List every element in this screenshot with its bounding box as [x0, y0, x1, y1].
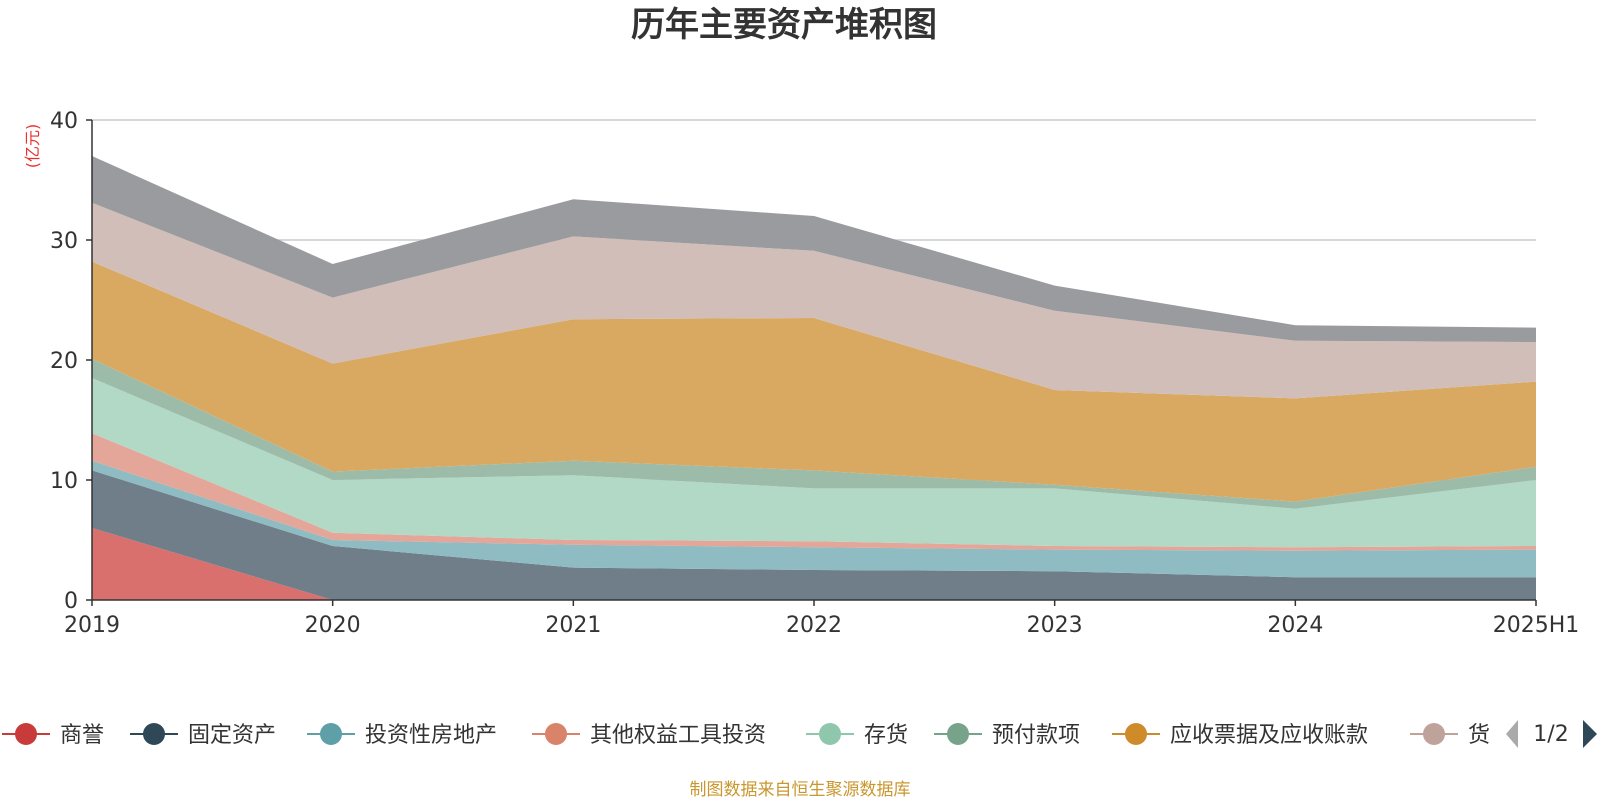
area-series — [92, 156, 1536, 600]
legend-circle-icon — [819, 723, 841, 745]
legend-circle-icon — [1423, 723, 1445, 745]
legend: 商誉 固定资产 投资性房地产 其他权益工具投资 存货 预付款项 应收票据及应收账款 货 — [2, 723, 1490, 748]
area-series-3 — [92, 460, 1536, 578]
x-tick-label: 2025H1 — [1493, 613, 1580, 638]
legend-label: 存货 — [864, 723, 908, 748]
y-axis-tick-labels: 0 10 20 30 40 — [50, 109, 78, 614]
legend-label: 投资性房地产 — [365, 723, 497, 748]
y-tick-label: 0 — [64, 589, 78, 614]
axes — [86, 119, 1537, 606]
legend-prev-arrow-icon[interactable] — [1506, 720, 1518, 748]
legend-pager: 1/2 — [1506, 720, 1597, 748]
area-series-6 — [92, 358, 1536, 509]
legend-item[interactable]: 商誉 — [2, 723, 104, 748]
legend-item[interactable]: 其他权益工具投资 — [532, 723, 766, 748]
y-tick-label: 10 — [50, 469, 78, 494]
legend-label: 固定资产 — [188, 723, 276, 748]
legend-circle-icon — [947, 723, 969, 745]
legend-circle-icon — [320, 723, 342, 745]
area-series-8 — [92, 202, 1536, 399]
legend-item[interactable]: 货 — [1410, 723, 1490, 748]
legend-item[interactable]: 应收票据及应收账款 — [1112, 723, 1368, 748]
legend-label: 应收票据及应收账款 — [1170, 723, 1368, 748]
legend-label: 商誉 — [60, 723, 104, 748]
legend-label: 其他权益工具投资 — [590, 723, 766, 748]
y-axis-unit: (亿元) — [23, 124, 42, 169]
legend-circle-icon — [545, 723, 567, 745]
legend-circle-icon — [15, 723, 37, 745]
area-series-9 — [92, 156, 1536, 342]
legend-next-arrow-icon[interactable] — [1583, 720, 1597, 748]
x-tick-label: 2022 — [786, 613, 842, 638]
legend-page-indicator: 1/2 — [1533, 722, 1568, 747]
chart-title: 历年主要资产堆积图 — [631, 5, 937, 45]
legend-item[interactable]: 投资性房地产 — [307, 723, 497, 748]
area-series-1 — [92, 528, 1536, 600]
x-tick-label: 2021 — [545, 613, 601, 638]
x-axis-tick-labels: 2019 2020 2021 2022 2023 2024 2025H1 — [64, 613, 1579, 638]
legend-item[interactable]: 预付款项 — [934, 723, 1080, 748]
y-tick-label: 30 — [50, 229, 78, 254]
source-note: 制图数据来自恒生聚源数据库 — [690, 780, 911, 800]
x-tick-label: 2024 — [1267, 613, 1323, 638]
legend-circle-icon — [1125, 723, 1147, 745]
y-tick-label: 20 — [50, 349, 78, 374]
area-series-2 — [92, 470, 1536, 600]
legend-item[interactable]: 存货 — [806, 723, 908, 748]
area-series-7 — [92, 261, 1536, 502]
legend-label: 预付款项 — [992, 723, 1080, 748]
y-tick-label: 40 — [50, 109, 78, 134]
legend-item[interactable]: 固定资产 — [130, 723, 276, 748]
x-tick-label: 2020 — [305, 613, 361, 638]
x-tick-label: 2019 — [64, 613, 120, 638]
x-tick-label: 2023 — [1027, 613, 1083, 638]
legend-label: 货 — [1468, 723, 1490, 748]
legend-circle-icon — [143, 723, 165, 745]
area-series-5 — [92, 378, 1536, 548]
